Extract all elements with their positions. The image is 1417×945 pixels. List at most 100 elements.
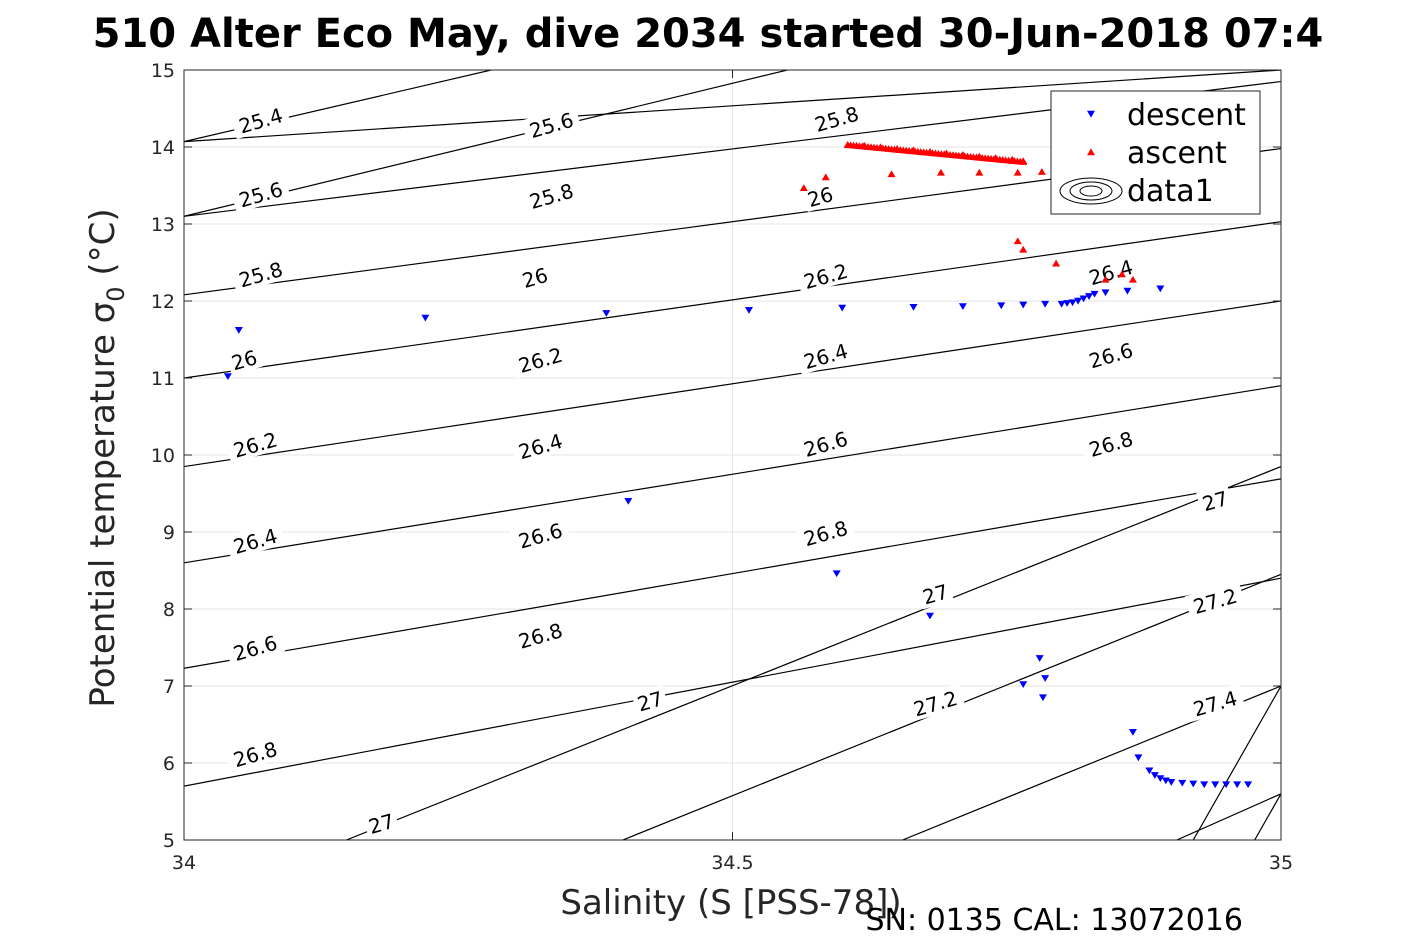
descent-point [909, 303, 918, 311]
descent-point [1101, 289, 1110, 297]
descent-point [1156, 285, 1165, 293]
legend-descent-marker [1087, 110, 1095, 118]
contour-label: 26 [801, 180, 839, 212]
y-tick-label: 12 [151, 291, 175, 313]
descent-point [1123, 287, 1132, 295]
y-tick-label: 15 [151, 60, 175, 82]
y-axis-label-main: Potential temperature σ [83, 302, 123, 708]
y-axis-label: Potential temperature σ0 (°C) [83, 208, 130, 707]
ascent-point [821, 173, 830, 181]
descent-point [1233, 781, 1242, 789]
legend: descent ascent data1 [1050, 90, 1261, 215]
descent-point [832, 570, 841, 578]
ascent-point [799, 184, 808, 192]
descent-point [1200, 781, 1209, 789]
ascent-point [1117, 270, 1126, 278]
descent-point [838, 304, 847, 312]
axis-ticks: 34 34.5 35 5 6 7 8 9 10 11 12 13 14 15 [151, 60, 1293, 874]
descent-point [958, 303, 967, 310]
ascent-point [975, 168, 984, 176]
y-tick-label: 14 [151, 137, 175, 159]
x-axis-label: Salinity (S [PSS-78]) [560, 883, 901, 923]
x-tick-label: 34.5 [711, 852, 753, 874]
ascent-point [1101, 275, 1110, 283]
contour-label: 27 [631, 684, 669, 716]
descent-point [1150, 772, 1159, 779]
ascent-point [1013, 168, 1022, 176]
y-tick-label: 11 [151, 368, 175, 390]
descent-point [997, 302, 1006, 310]
ascent-point [1128, 275, 1137, 283]
descent-point [223, 373, 232, 381]
isopycnal-27 [184, 478, 1281, 669]
y-tick-label: 10 [151, 445, 175, 467]
descent-point [1035, 655, 1044, 662]
descent-point [1063, 300, 1072, 307]
ascent-point [1037, 168, 1046, 175]
ascent-point [1013, 237, 1022, 245]
descent-point [1134, 754, 1143, 762]
descent-point [1128, 729, 1137, 736]
descent-point [1068, 299, 1077, 307]
chart-title: 510 Alter Eco May, dive 2034 started 30-… [93, 11, 1324, 57]
ascent-point [1019, 158, 1028, 165]
descent-point [1145, 767, 1154, 775]
descent-point [1178, 779, 1187, 787]
descent-point [602, 310, 611, 317]
ascent-point [1019, 245, 1028, 253]
y-axis-label-unit: (°C) [83, 208, 123, 286]
descent-point [1041, 675, 1050, 682]
y-tick-label: 13 [151, 214, 175, 236]
y-tick-label: 6 [163, 753, 175, 775]
ascent-point [887, 170, 896, 178]
legend-ascent-label: ascent [1127, 136, 1227, 171]
isopycnal-27.2 [184, 577, 1281, 787]
legend-data1-label: data1 [1127, 174, 1214, 209]
descent-point [1090, 290, 1099, 298]
y-tick-label: 5 [163, 830, 175, 852]
descent-point [1041, 300, 1050, 308]
isopycnal-27-left [346, 465, 1281, 840]
descent-point [624, 498, 633, 505]
legend-data1-contour-icon [1059, 177, 1123, 205]
isopycnal-26.8 [184, 385, 1281, 564]
isopycnal-27.4 [1192, 685, 1281, 840]
isopycnal-25.8 [184, 70, 1281, 143]
descent-point [234, 327, 243, 334]
descent-point [1079, 295, 1088, 303]
descent-point [1074, 297, 1083, 305]
descent-point [925, 612, 934, 620]
descent-point [1211, 781, 1220, 789]
descent-point [1057, 300, 1066, 308]
descent-point [1244, 781, 1253, 789]
x-tick-label: 35 [1269, 852, 1293, 874]
descent-point [1167, 779, 1176, 786]
descent-point [1189, 780, 1198, 788]
isopycnal-27.6 [1176, 793, 1281, 840]
descent-point [1156, 775, 1165, 782]
descent-point [1222, 781, 1231, 789]
descent-point [1019, 681, 1028, 689]
isopycnal-26.6 [184, 300, 1281, 468]
y-tick-label: 7 [163, 676, 175, 698]
descent-point [1019, 301, 1028, 309]
legend-descent-label: descent [1127, 98, 1246, 133]
isopycnal-26.4 [184, 221, 1281, 379]
y-tick-label: 9 [163, 522, 175, 544]
descent-point [421, 314, 430, 322]
y-axis-label-subscript: 0 [102, 286, 130, 301]
legend-ascent-marker [1087, 148, 1095, 156]
isopycnal-27.6 [1254, 793, 1281, 840]
ascent-point [1052, 259, 1061, 267]
descent-point [744, 307, 753, 314]
x-tick-label: 34 [172, 852, 196, 874]
y-tick-label: 8 [163, 599, 175, 621]
legend-box [1050, 90, 1261, 215]
descent-point [1085, 293, 1094, 300]
ascent-point [936, 168, 945, 176]
contour-label: 26 [225, 343, 263, 375]
descent-point [1038, 694, 1047, 702]
data-series [223, 141, 1253, 789]
footer-serial-cal: SN: 0135 CAL: 13072016 [865, 903, 1243, 938]
